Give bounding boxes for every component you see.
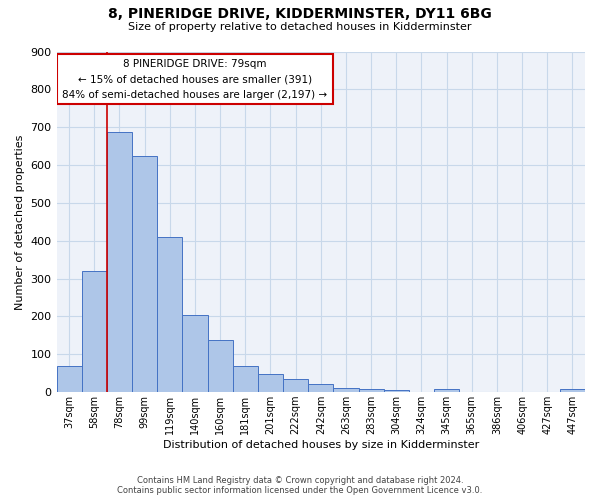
Bar — [132, 156, 157, 392]
Text: Contains HM Land Registry data © Crown copyright and database right 2024.
Contai: Contains HM Land Registry data © Crown c… — [118, 476, 482, 495]
Bar — [182, 314, 208, 392]
Text: ← 15% of detached houses are smaller (391): ← 15% of detached houses are smaller (39… — [78, 74, 312, 85]
Bar — [208, 340, 233, 392]
Bar — [56, 366, 82, 392]
Bar — [383, 390, 409, 392]
Bar — [82, 271, 107, 392]
Text: 8, PINERIDGE DRIVE, KIDDERMINSTER, DY11 6BG: 8, PINERIDGE DRIVE, KIDDERMINSTER, DY11 … — [108, 8, 492, 22]
Bar — [434, 389, 459, 392]
Bar — [308, 384, 334, 392]
Bar — [56, 54, 334, 104]
Y-axis label: Number of detached properties: Number of detached properties — [15, 134, 25, 310]
Bar — [233, 366, 258, 392]
Text: 8 PINERIDGE DRIVE: 79sqm: 8 PINERIDGE DRIVE: 79sqm — [123, 58, 266, 68]
X-axis label: Distribution of detached houses by size in Kidderminster: Distribution of detached houses by size … — [163, 440, 479, 450]
Bar — [258, 374, 283, 392]
Bar — [283, 379, 308, 392]
Bar — [157, 237, 182, 392]
Bar — [359, 389, 383, 392]
Text: Size of property relative to detached houses in Kidderminster: Size of property relative to detached ho… — [128, 22, 472, 32]
Bar — [334, 388, 359, 392]
Bar — [107, 132, 132, 392]
Bar — [560, 389, 585, 392]
Text: 84% of semi-detached houses are larger (2,197) →: 84% of semi-detached houses are larger (… — [62, 90, 328, 100]
